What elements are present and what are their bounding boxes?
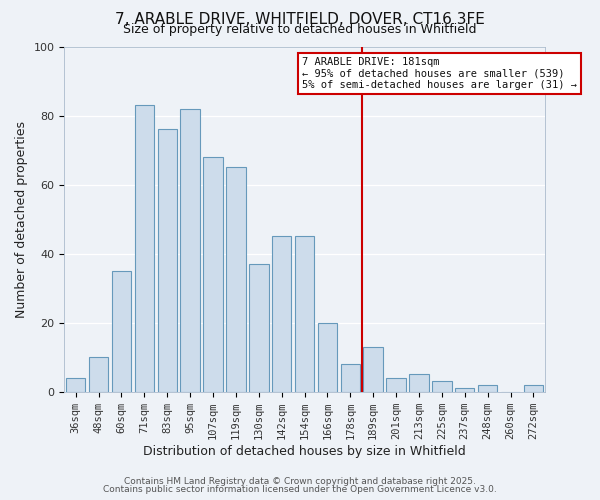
Bar [272, 236, 292, 392]
Bar [478, 385, 497, 392]
Text: 7 ARABLE DRIVE: 181sqm
← 95% of detached houses are smaller (539)
5% of semi-det: 7 ARABLE DRIVE: 181sqm ← 95% of detached… [302, 57, 577, 90]
Text: 7, ARABLE DRIVE, WHITFIELD, DOVER, CT16 3FE: 7, ARABLE DRIVE, WHITFIELD, DOVER, CT16 … [115, 12, 485, 28]
Bar [386, 378, 406, 392]
Bar [66, 378, 85, 392]
Bar [181, 108, 200, 392]
Bar [364, 347, 383, 392]
Bar [89, 357, 109, 392]
Bar [226, 168, 245, 392]
Bar [112, 271, 131, 392]
Bar [318, 322, 337, 392]
Bar [432, 382, 452, 392]
Bar [134, 105, 154, 392]
Text: Size of property relative to detached houses in Whitfield: Size of property relative to detached ho… [123, 22, 477, 36]
Bar [203, 157, 223, 392]
Bar [524, 385, 543, 392]
Y-axis label: Number of detached properties: Number of detached properties [15, 120, 28, 318]
Bar [249, 264, 269, 392]
X-axis label: Distribution of detached houses by size in Whitfield: Distribution of detached houses by size … [143, 444, 466, 458]
Text: Contains public sector information licensed under the Open Government Licence v3: Contains public sector information licen… [103, 484, 497, 494]
Bar [295, 236, 314, 392]
Text: Contains HM Land Registry data © Crown copyright and database right 2025.: Contains HM Land Registry data © Crown c… [124, 477, 476, 486]
Bar [341, 364, 360, 392]
Bar [455, 388, 475, 392]
Bar [409, 374, 428, 392]
Bar [158, 130, 177, 392]
